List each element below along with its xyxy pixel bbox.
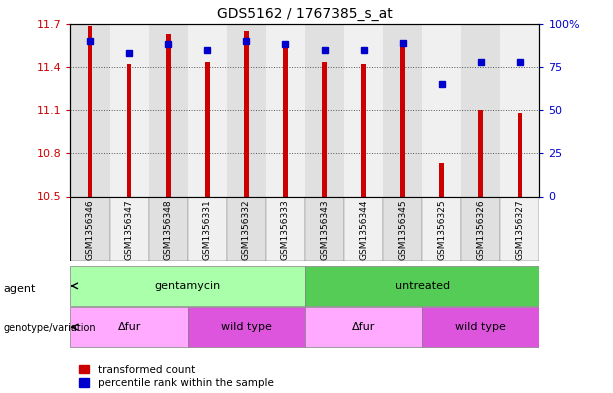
Bar [227,24,266,196]
Bar [283,42,287,196]
Bar [322,62,327,196]
Title: GDS5162 / 1767385_s_at: GDS5162 / 1767385_s_at [217,7,393,21]
Text: gentamycin: gentamycin [154,281,221,291]
Bar [344,196,383,261]
Legend: transformed count, percentile rank within the sample: transformed count, percentile rank withi… [78,365,273,388]
Text: agent: agent [3,284,36,294]
Bar [70,266,305,306]
Bar [500,196,539,261]
Bar [244,31,249,196]
Text: GSM1356327: GSM1356327 [516,200,524,261]
Bar [422,24,462,196]
Bar [205,62,210,196]
Text: wild type: wild type [455,322,506,332]
Text: GSM1356325: GSM1356325 [437,200,446,261]
Bar [305,24,344,196]
Bar [149,196,188,261]
Text: untreated: untreated [395,281,450,291]
Bar [188,196,227,261]
Text: GSM1356346: GSM1356346 [86,200,94,261]
Bar [517,113,522,196]
Bar [227,196,266,261]
Bar [462,196,500,261]
Bar [305,196,344,261]
Bar [188,24,227,196]
Text: Δfur: Δfur [352,322,375,332]
Bar [383,196,422,261]
Text: GSM1356347: GSM1356347 [124,200,134,261]
Bar [422,196,462,261]
Bar [500,24,539,196]
Bar [440,163,444,196]
Bar [127,64,131,196]
Bar [305,266,539,306]
Bar [266,24,305,196]
Text: GSM1356331: GSM1356331 [203,200,211,261]
Text: GSM1356332: GSM1356332 [242,200,251,261]
Text: Δfur: Δfur [118,322,141,332]
Text: GSM1356344: GSM1356344 [359,200,368,260]
Bar [383,24,422,196]
Bar [344,24,383,196]
Bar [266,196,305,261]
Text: GSM1356343: GSM1356343 [320,200,329,261]
Bar [305,307,422,347]
Bar [462,24,500,196]
Text: GSM1356333: GSM1356333 [281,200,290,261]
Bar [70,307,188,347]
Bar [422,307,539,347]
Bar [149,24,188,196]
Text: GSM1356348: GSM1356348 [164,200,173,261]
Bar [110,24,149,196]
Text: wild type: wild type [221,322,272,332]
Bar [400,41,405,196]
Text: GSM1356345: GSM1356345 [398,200,407,261]
Bar [88,26,93,196]
Bar [166,34,170,197]
Bar [70,24,110,196]
Bar [479,110,483,196]
Bar [188,307,305,347]
Text: genotype/variation: genotype/variation [3,323,96,333]
Text: GSM1356326: GSM1356326 [476,200,485,261]
Bar [361,64,366,196]
Bar [70,196,110,261]
Bar [110,196,149,261]
